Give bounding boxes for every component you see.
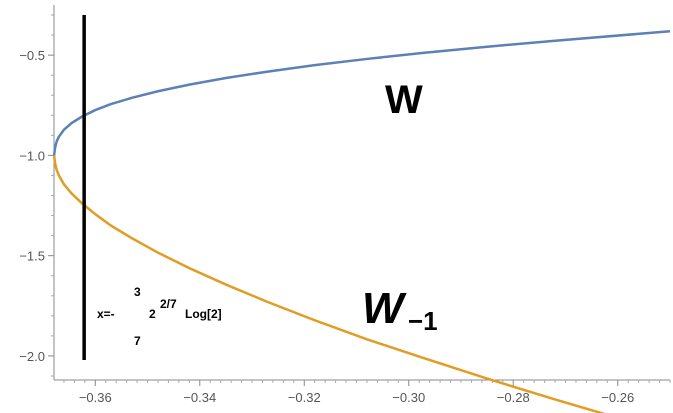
y-tick-label: −1.0 bbox=[19, 148, 45, 163]
annotation-exponent: 2/7 bbox=[160, 297, 177, 311]
label-w-minus-1: W bbox=[362, 284, 407, 333]
label-w: W bbox=[385, 78, 423, 122]
series-line-w-minus-1 bbox=[52, 155, 606, 413]
x-tick-label: −0.28 bbox=[497, 390, 530, 405]
label-w-minus-1-subscript: −1 bbox=[408, 306, 438, 336]
annotation-prefix: x=- bbox=[97, 307, 115, 321]
x-tick-label: −0.36 bbox=[79, 390, 112, 405]
x-tick-label: −0.30 bbox=[392, 390, 425, 405]
y-tick-label: −1.5 bbox=[19, 249, 45, 264]
x-tick-label: −0.26 bbox=[601, 390, 634, 405]
annotation-suffix: Log[2] bbox=[185, 307, 222, 321]
series-line-w bbox=[52, 30, 671, 156]
y-ticks: −0.5 −1.0 −1.5 −2.0 bbox=[19, 14, 54, 377]
x-tick-label: −0.32 bbox=[288, 390, 321, 405]
annotation-base: 2 bbox=[149, 307, 156, 321]
annotation-numerator: 3 bbox=[134, 285, 141, 299]
y-tick-label: −0.5 bbox=[19, 48, 45, 63]
annotation-denominator: 7 bbox=[134, 334, 141, 348]
y-tick-label: −2.0 bbox=[19, 349, 45, 364]
x-ticks: −0.36 −0.34 −0.32 −0.30 −0.28 −0.26 bbox=[63, 380, 671, 405]
x-tick-label: −0.34 bbox=[183, 390, 216, 405]
